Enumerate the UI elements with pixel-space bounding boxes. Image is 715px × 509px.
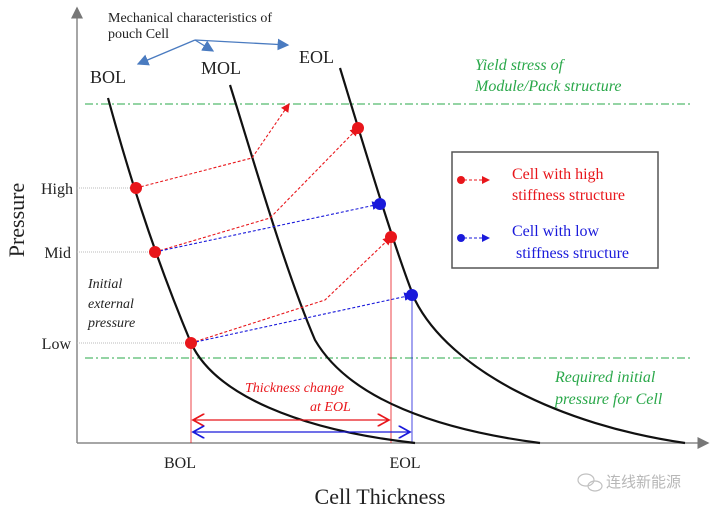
- eol-curve: [338, 67, 686, 445]
- low-stiffness-arrow-mid: [154, 201, 382, 253]
- initial-pressure-line2: external: [88, 297, 134, 312]
- point-bol-low: [185, 337, 197, 349]
- low-stiffness-arrow-low: [190, 292, 414, 344]
- initial-pressure-line1: Initial: [87, 277, 122, 292]
- y-tick-low: Low: [42, 336, 72, 353]
- legend-high-line1: Cell with high: [512, 166, 604, 183]
- yield-label-line2: Module/Pack structure: [474, 78, 621, 95]
- mol-curve: [228, 84, 541, 445]
- x-tick-eol: EOL: [389, 455, 420, 472]
- required-label-line2: pressure for Cell: [554, 391, 663, 408]
- initial-pressure-line3: pressure: [87, 316, 135, 331]
- svg-text:连线新能源: 连线新能源: [606, 473, 681, 491]
- thickness-change-line2: at EOL: [310, 400, 351, 415]
- wechat-icon: [577, 473, 603, 492]
- legend-low-line2: stiffness structure: [512, 245, 629, 262]
- note-line1: Mechanical characteristics of: [108, 11, 272, 26]
- curve-label-mol: MOL: [201, 58, 241, 78]
- y-axis-label: Pressure: [4, 183, 29, 258]
- point-eol-low-stiff-mid: [374, 198, 386, 210]
- high-stiffness-arrow-low: [190, 236, 392, 344]
- pressure-guides: [77, 187, 191, 344]
- point-eol-low-stiff-low: [406, 289, 418, 301]
- y-tick-mid: Mid: [44, 245, 71, 262]
- watermark: 连线新能源: [577, 473, 681, 492]
- thickness-change-line1: Thickness change: [245, 381, 344, 396]
- point-eol-high-stiff-top: [352, 122, 364, 134]
- note-arrow-eol: [194, 38, 290, 51]
- required-label-line1: Required initial: [554, 369, 656, 386]
- point-eol-high-stiff-low: [385, 231, 397, 243]
- note-line2: pouch Cell: [108, 27, 169, 42]
- note-arrow-mol: [194, 39, 215, 52]
- y-tick-high: High: [41, 181, 73, 198]
- yield-label-line1: Yield stress of: [475, 57, 566, 74]
- curve-label-bol: BOL: [90, 67, 126, 87]
- legend-low-line1: Cell with low: [512, 223, 600, 240]
- legend-high-line2: stiffness structure: [512, 187, 625, 204]
- point-bol-high: [130, 182, 142, 194]
- high-stiffness-arrow-mid: [154, 127, 359, 253]
- point-bol-mid: [149, 246, 161, 258]
- curve-label-eol: EOL: [299, 47, 334, 67]
- note-arrow-bol: [136, 39, 196, 66]
- legend: Cell with high stiffness structure Cell …: [451, 151, 659, 269]
- high-stiffness-arrow-high: [135, 103, 290, 189]
- x-axis-label: Cell Thickness: [315, 484, 446, 509]
- x-tick-bol: BOL: [164, 455, 196, 472]
